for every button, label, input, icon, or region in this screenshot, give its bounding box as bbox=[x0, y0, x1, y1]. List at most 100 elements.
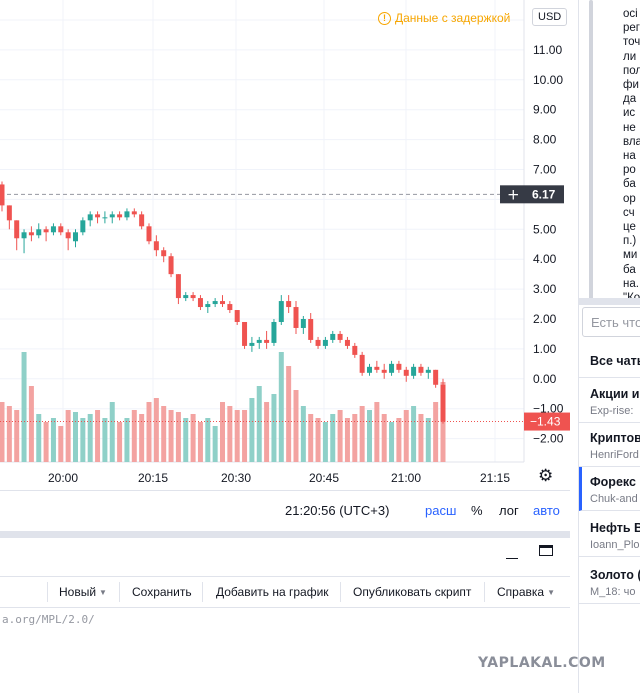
volume-bar bbox=[212, 426, 218, 462]
add-to-chart-button[interactable]: Добавить на график bbox=[216, 585, 329, 599]
warning-icon: ! bbox=[378, 11, 391, 25]
save-button[interactable]: Сохранить bbox=[132, 585, 192, 599]
volume-bar bbox=[330, 414, 336, 462]
candle-body bbox=[264, 339, 270, 343]
maximize-icon[interactable] bbox=[539, 545, 553, 556]
last-price-badge bbox=[524, 412, 570, 431]
volume-bar bbox=[220, 402, 225, 462]
article-line: не bbox=[623, 121, 636, 134]
volume-bar bbox=[161, 406, 167, 462]
candle-body bbox=[43, 229, 49, 233]
volume-bar bbox=[65, 410, 71, 462]
candle-body bbox=[367, 366, 372, 373]
candle-body bbox=[197, 298, 203, 308]
toolbar-divider bbox=[484, 582, 485, 602]
article-line: вла bbox=[623, 135, 640, 148]
panel-divider[interactable] bbox=[0, 531, 570, 538]
volume-bar bbox=[344, 418, 350, 462]
code-editor[interactable]: a.org/MPL/2.0/ bbox=[0, 608, 570, 693]
candle-body bbox=[234, 310, 240, 322]
panel-divider bbox=[579, 298, 640, 305]
price-tick-label: 0.00 bbox=[533, 372, 557, 386]
chart-area[interactable]: 20:0020:1520:3020:4521:0021:1512.0011.00… bbox=[0, 0, 570, 490]
volume-bar bbox=[271, 394, 277, 462]
candle-body bbox=[28, 232, 34, 236]
side-panel: осірегточлиполфидаисневланаробаорсчцеп.)… bbox=[578, 0, 640, 693]
candle-body bbox=[205, 304, 211, 308]
pine-editor-toolbar: Новый ▼ Сохранить Добавить на график Опуб… bbox=[0, 577, 570, 608]
candle-body bbox=[109, 214, 115, 218]
candle-body bbox=[396, 363, 402, 370]
chat-item[interactable]: Нефть В Ioann_Plo bbox=[579, 513, 640, 557]
crosshair-price-label: 6.17 bbox=[532, 187, 556, 201]
price-tick-label: −1.00 bbox=[533, 402, 564, 416]
candle-body bbox=[212, 301, 218, 305]
article-line: да bbox=[623, 93, 637, 106]
volume-bar bbox=[73, 412, 78, 462]
plus-icon[interactable]: + bbox=[507, 185, 520, 203]
price-tick-label: 7.00 bbox=[533, 163, 557, 177]
gear-icon[interactable]: ⚙ bbox=[538, 466, 554, 485]
volume-bar bbox=[308, 414, 314, 462]
all-chats-header[interactable]: Все чаты bbox=[579, 344, 640, 378]
volume-bar bbox=[58, 426, 64, 462]
candle-body bbox=[65, 232, 71, 239]
article-line: ба bbox=[623, 178, 636, 191]
volume-bar bbox=[109, 402, 115, 462]
chat-item-active[interactable]: Форекс Chuk-and bbox=[579, 467, 640, 511]
chart-bottom-toolbar: 21:20:56 (UTC+3) расш % лог авто bbox=[0, 490, 570, 531]
reference-menu-button[interactable]: Справка ▼ bbox=[497, 585, 555, 599]
candle-body bbox=[21, 232, 27, 239]
price-tick-label: −2.00 bbox=[533, 432, 564, 446]
chat-title: Нефть В bbox=[590, 521, 640, 535]
volume-bar bbox=[14, 410, 20, 462]
currency-badge[interactable]: USD bbox=[532, 8, 568, 26]
candle-body bbox=[249, 342, 255, 346]
time-tick-label: 20:30 bbox=[221, 471, 251, 485]
auto-scale-button[interactable]: авто bbox=[533, 503, 560, 518]
chat-item[interactable]: Криптов HenriFord bbox=[579, 423, 640, 467]
article-line: п.) bbox=[623, 235, 637, 248]
toolbar-divider bbox=[202, 582, 203, 602]
volume-bar bbox=[411, 406, 417, 462]
volume-bar bbox=[153, 398, 159, 462]
price-chart[interactable]: 20:0020:1520:3020:4521:0021:1512.0011.00… bbox=[0, 0, 570, 490]
candle-body bbox=[14, 220, 20, 239]
candle-body bbox=[381, 369, 387, 373]
volume-bar bbox=[28, 386, 34, 462]
percent-scale-button[interactable]: % bbox=[471, 503, 483, 518]
delayed-data-notice[interactable]: ! Данные с задержкой bbox=[378, 11, 510, 25]
new-menu-button[interactable]: Новый ▼ bbox=[59, 585, 107, 599]
volume-bar bbox=[102, 418, 108, 462]
article-line: ба bbox=[623, 263, 636, 276]
candle-body bbox=[293, 307, 299, 328]
publish-script-button[interactable]: Опубликовать скрипт bbox=[353, 585, 472, 599]
toolbar-divider bbox=[340, 582, 341, 602]
candle-body bbox=[352, 345, 358, 355]
minimize-icon[interactable] bbox=[506, 558, 518, 559]
delay-text: Данные с задержкой bbox=[395, 11, 511, 25]
candle-body bbox=[330, 333, 336, 340]
chat-item[interactable]: Золото ( M_18: чо bbox=[579, 560, 640, 604]
clock-display[interactable]: 21:20:56 (UTC+3) bbox=[285, 503, 390, 518]
article-line: на. bbox=[623, 277, 639, 290]
candle-body bbox=[322, 339, 328, 346]
volume-bar bbox=[433, 402, 439, 462]
article-line: на bbox=[623, 150, 636, 162]
all-chats-label: Все чаты bbox=[590, 354, 640, 368]
chat-item[interactable]: Акции и Exp-rise: bbox=[579, 379, 640, 423]
volume-bar bbox=[139, 414, 145, 462]
candle-body bbox=[278, 301, 284, 322]
price-tick-label: 2.00 bbox=[533, 312, 557, 326]
chat-title: Форекс bbox=[590, 475, 636, 489]
volume-bar bbox=[264, 402, 270, 462]
log-scale-button[interactable]: лог bbox=[499, 503, 519, 518]
chat-search-input[interactable]: Есть что bbox=[582, 307, 640, 337]
scale-extend-button[interactable]: расш bbox=[425, 503, 457, 518]
article-scrollbar[interactable] bbox=[589, 0, 593, 300]
volume-bar bbox=[389, 422, 395, 462]
candle-body bbox=[300, 319, 306, 328]
candle-body bbox=[418, 366, 424, 373]
volume-bar bbox=[315, 418, 321, 462]
volume-bar bbox=[43, 422, 49, 462]
